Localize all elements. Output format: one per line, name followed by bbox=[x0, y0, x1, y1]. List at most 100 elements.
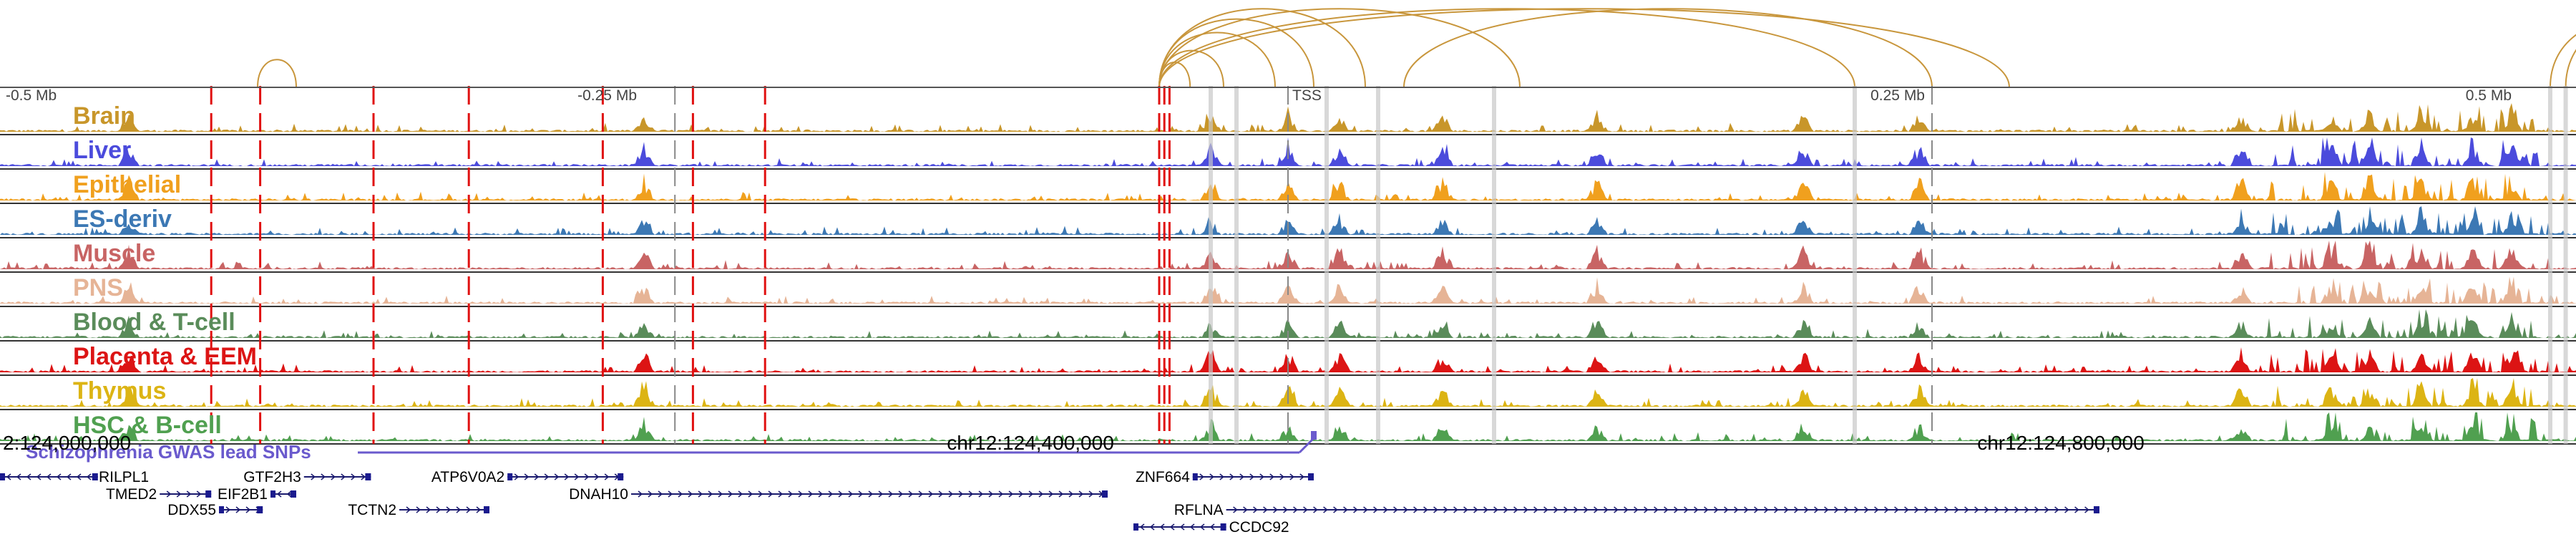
gene-rflna[interactable]: RFLNA bbox=[1174, 502, 2099, 518]
gwas-snp-track[interactable]: Schizophrenia GWAS lead SNPs bbox=[26, 431, 1317, 463]
strand-chevron bbox=[1453, 506, 1458, 513]
strand-chevron bbox=[1674, 506, 1679, 513]
strand-chevron bbox=[1724, 506, 1729, 513]
gene-label: RFLNA bbox=[1174, 502, 1224, 518]
strand-chevron bbox=[1944, 506, 1949, 513]
gene-ccdc92[interactable]: CCDC92 bbox=[1133, 519, 1289, 536]
strand-chevron bbox=[938, 490, 944, 498]
strand-chevron bbox=[858, 490, 864, 498]
strand-chevron bbox=[1543, 506, 1548, 513]
strand-chevron bbox=[1209, 523, 1215, 531]
gene-atp6v0a2[interactable]: ATP6V0A2 bbox=[431, 469, 624, 485]
strand-chevron bbox=[1894, 506, 1899, 513]
highlight-band bbox=[1853, 86, 1857, 444]
gene-exon bbox=[507, 473, 513, 480]
strand-chevron bbox=[1664, 506, 1669, 513]
strand-chevron bbox=[1018, 490, 1024, 498]
gene-ddx55[interactable]: DDX55 bbox=[167, 502, 263, 518]
strand-chevron bbox=[2044, 506, 2049, 513]
loop-arc bbox=[1403, 8, 1933, 88]
strand-chevron bbox=[1008, 490, 1014, 498]
strand-chevron bbox=[688, 490, 693, 498]
strand-chevron bbox=[584, 473, 590, 480]
loop-arc bbox=[2565, 49, 2576, 88]
gene-dnah10[interactable]: DNAH10 bbox=[569, 486, 1108, 503]
strand-chevron bbox=[758, 490, 763, 498]
strand-chevron bbox=[1844, 506, 1849, 513]
ruler-tick-label: 0.5 Mb bbox=[2466, 87, 2512, 104]
strand-chevron bbox=[828, 490, 834, 498]
strand-chevron bbox=[1078, 490, 1084, 498]
strand-chevron bbox=[718, 490, 723, 498]
gene-rilpl1[interactable]: RILPL1 bbox=[0, 469, 149, 485]
strand-chevron bbox=[1744, 506, 1749, 513]
strand-chevron bbox=[1954, 506, 1959, 513]
strand-chevron bbox=[225, 506, 231, 513]
strand-chevron bbox=[86, 473, 92, 480]
track-label: Liver bbox=[73, 137, 131, 164]
strand-chevron bbox=[2064, 506, 2069, 513]
strand-chevron bbox=[788, 490, 794, 498]
gene-exon bbox=[1308, 473, 1314, 480]
track-signal bbox=[0, 412, 2576, 441]
gene-tmed2[interactable]: TMED2 bbox=[106, 486, 212, 503]
strand-chevron bbox=[1584, 506, 1589, 513]
strand-chevron bbox=[1804, 506, 1809, 513]
strand-chevron bbox=[808, 490, 814, 498]
strand-chevron bbox=[658, 490, 663, 498]
strand-chevron bbox=[778, 490, 784, 498]
strand-chevron bbox=[958, 490, 964, 498]
strand-chevron bbox=[1269, 473, 1275, 480]
gene-exon bbox=[219, 506, 224, 513]
gene-gtf2h3[interactable]: GTF2H3 bbox=[243, 469, 371, 485]
gene-exon bbox=[1102, 490, 1108, 498]
strand-chevron bbox=[1333, 506, 1338, 513]
strand-chevron bbox=[1694, 506, 1699, 513]
strand-chevron bbox=[1313, 506, 1318, 513]
strand-chevron bbox=[668, 490, 673, 498]
strand-chevron bbox=[738, 490, 743, 498]
ruler-tick-label: -0.25 Mb bbox=[577, 87, 637, 104]
strand-chevron bbox=[1169, 523, 1175, 531]
strand-chevron bbox=[2024, 506, 2029, 513]
gene-exon bbox=[92, 473, 98, 480]
gene-tctn2[interactable]: TCTN2 bbox=[348, 502, 489, 518]
strand-chevron bbox=[16, 473, 21, 480]
gene-label: RILPL1 bbox=[99, 469, 149, 485]
strand-chevron bbox=[2004, 506, 2009, 513]
strand-chevron bbox=[1644, 506, 1649, 513]
strand-chevron bbox=[1423, 506, 1428, 513]
strand-chevron bbox=[868, 490, 874, 498]
strand-chevron bbox=[1373, 506, 1378, 513]
strand-chevron bbox=[1854, 506, 1859, 513]
strand-chevron bbox=[351, 473, 356, 480]
strand-chevron bbox=[998, 490, 1004, 498]
gene-znf664[interactable]: ZNF664 bbox=[1136, 469, 1314, 485]
track-signal bbox=[0, 206, 2576, 235]
strand-chevron bbox=[708, 490, 713, 498]
strand-chevron bbox=[1624, 506, 1629, 513]
strand-chevron bbox=[1964, 506, 1969, 513]
strand-chevron bbox=[235, 506, 241, 513]
strand-chevron bbox=[1343, 506, 1348, 513]
strand-chevron bbox=[331, 473, 336, 480]
strand-chevron bbox=[1243, 506, 1248, 513]
strand-chevron bbox=[908, 490, 914, 498]
strand-chevron bbox=[1684, 506, 1689, 513]
strand-chevron bbox=[1229, 473, 1235, 480]
strand-chevron bbox=[1824, 506, 1829, 513]
distance-ruler: -0.5 Mb -0.25 Mb TSS 0.25 Mb 0.5 Mb bbox=[0, 87, 2576, 104]
strand-chevron bbox=[406, 506, 411, 513]
strand-chevron bbox=[918, 490, 924, 498]
gene-eif2b1[interactable]: EIF2B1 bbox=[218, 486, 296, 503]
gene-exon bbox=[205, 490, 212, 498]
gwas-snp-marker[interactable] bbox=[1311, 431, 1317, 440]
strand-chevron bbox=[6, 473, 11, 480]
strand-chevron bbox=[1483, 506, 1488, 513]
strand-chevron bbox=[878, 490, 884, 498]
gene-label: ATP6V0A2 bbox=[431, 469, 504, 485]
highlight-band bbox=[1376, 86, 1380, 444]
gene-exon bbox=[484, 506, 489, 513]
